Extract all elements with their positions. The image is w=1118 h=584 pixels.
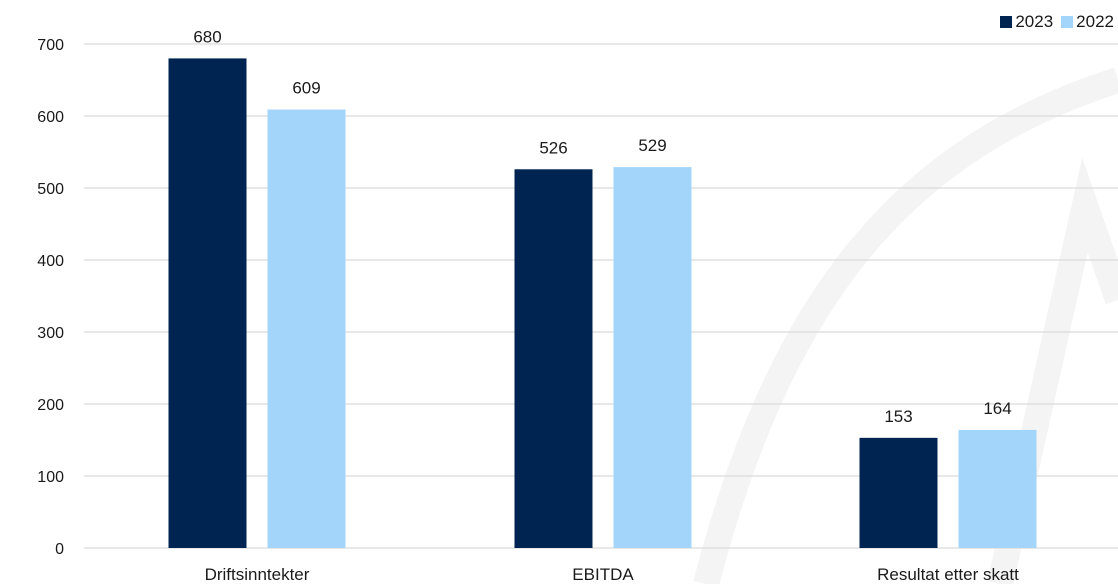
data-label: 680 (193, 27, 221, 46)
bar-2022-2 (958, 429, 1037, 548)
y-tick-label: 100 (37, 469, 64, 486)
data-label: 529 (638, 136, 666, 155)
y-axis-ticks: 0 100 200 300 400 500 600 700 (37, 37, 64, 558)
y-tick-label: 0 (55, 541, 64, 558)
bar-2023-0 (168, 58, 247, 549)
gridlines (84, 43, 1118, 549)
category-label: Resultat etter skatt (877, 565, 1019, 584)
y-tick-label: 400 (37, 253, 64, 270)
data-label: 153 (884, 407, 912, 426)
y-tick-label: 700 (37, 37, 64, 54)
bar-2022-0 (267, 109, 346, 549)
legend-swatch (1061, 16, 1074, 28)
y-tick-label: 600 (37, 109, 64, 126)
data-labels: 680 609 526 529 153 164 (193, 27, 1011, 425)
bar-2023-2 (859, 437, 938, 548)
category-label: Driftsinntekter (205, 565, 310, 584)
y-tick-label: 500 (37, 181, 64, 198)
legend-item-series-0: 2023 (1000, 12, 1053, 32)
bar-2023-1 (514, 169, 593, 548)
y-tick-label: 200 (37, 397, 64, 414)
legend-label: 2023 (1015, 12, 1054, 31)
category-labels: Driftsinntekter EBITDA Resultat etter skat… (205, 565, 1020, 584)
legend-label: 2022 (1076, 12, 1114, 31)
legend: 2023 2022 (1000, 12, 1114, 32)
watermark-arc (693, 67, 1118, 584)
data-label: 164 (983, 399, 1011, 418)
category-label: EBITDA (572, 565, 634, 584)
legend-swatch (1000, 16, 1013, 28)
data-label: 609 (292, 79, 320, 98)
y-tick-label: 300 (37, 325, 64, 342)
bars (168, 58, 1037, 549)
bar-2022-1 (613, 167, 692, 548)
legend-item-series-1: 2022 (1061, 12, 1114, 32)
data-label: 526 (539, 138, 567, 157)
